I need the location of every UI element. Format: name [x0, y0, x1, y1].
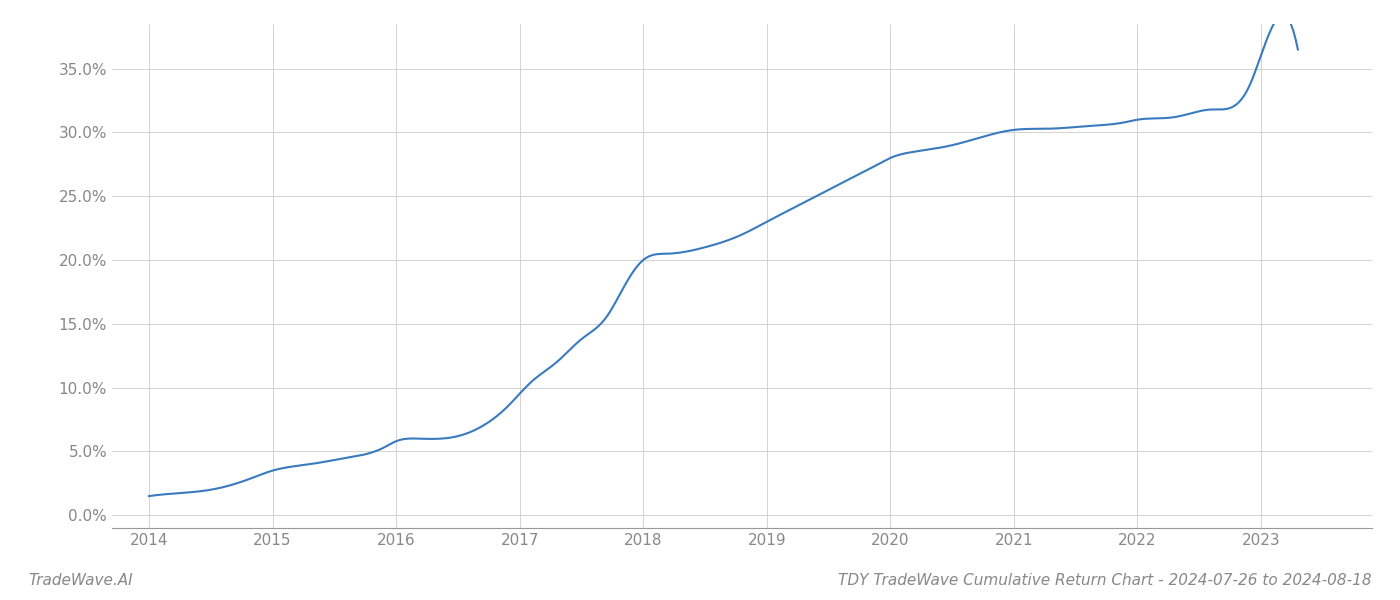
- Text: TDY TradeWave Cumulative Return Chart - 2024-07-26 to 2024-08-18: TDY TradeWave Cumulative Return Chart - …: [839, 573, 1372, 588]
- Text: TradeWave.AI: TradeWave.AI: [28, 573, 133, 588]
